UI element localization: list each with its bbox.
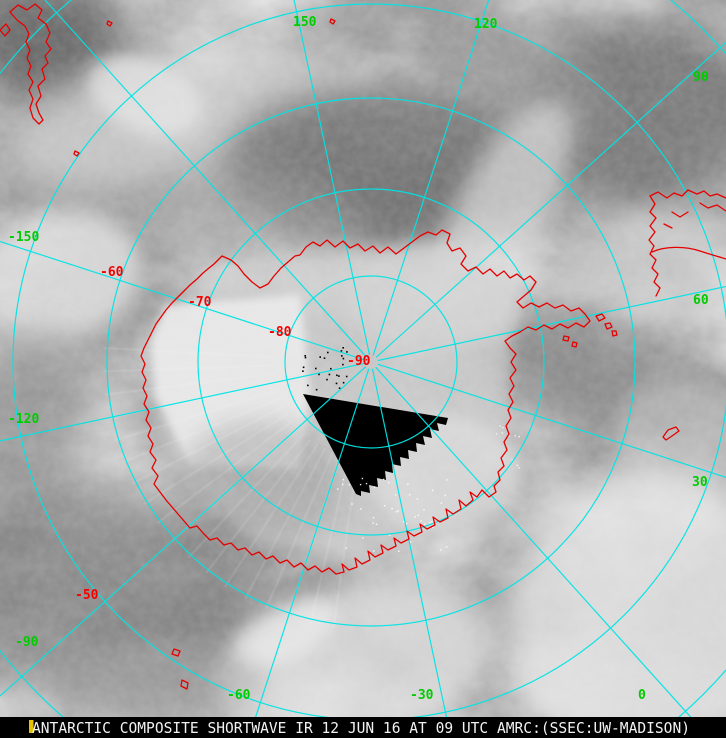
lon-label-m30: -30 <box>410 688 434 703</box>
lon-label-m90: -90 <box>15 635 39 650</box>
coastline-south-america <box>648 189 726 297</box>
caption-cursor <box>29 720 34 733</box>
lat-label-m90: -90 <box>347 354 371 369</box>
data-gap-wedge <box>303 394 448 496</box>
coastline-small-islands <box>73 18 336 690</box>
lon-label-90: 90 <box>693 70 709 85</box>
caption-bar-background <box>0 717 726 738</box>
coastline-antarctica <box>140 229 591 575</box>
graticule-labels: 150 120 90 60 30 0 -30 -60 -90 -120 -150… <box>8 15 709 703</box>
caption-text: ANTARCTIC COMPOSITE SHORTWAVE IR 12 JUN … <box>32 719 690 737</box>
lat-label-m70: -70 <box>188 295 212 310</box>
lon-label-m150: -150 <box>8 230 39 245</box>
lon-label-m120: -120 <box>8 412 39 427</box>
lat-label-m80: -80 <box>268 325 292 340</box>
lon-label-60: 60 <box>693 293 709 308</box>
missing-pixel-speckles <box>302 347 348 391</box>
coastlines <box>0 3 726 690</box>
coastline-south-georgia <box>662 426 680 441</box>
caption-bar: ANTARCTIC COMPOSITE SHORTWAVE IR 12 JUN … <box>0 717 726 738</box>
coastline-new-zealand <box>0 3 52 125</box>
lon-label-30: 30 <box>692 475 708 490</box>
coastline-peninsula-islands <box>562 313 618 348</box>
lon-label-120: 120 <box>474 17 498 32</box>
bright-pixel-speckles <box>337 425 520 552</box>
lon-label-150: 150 <box>293 15 317 30</box>
lon-label-0: 0 <box>638 688 646 703</box>
lon-label-m60: -60 <box>227 688 251 703</box>
lat-label-m60: -60 <box>100 265 124 280</box>
lat-label-m50: -50 <box>75 588 99 603</box>
